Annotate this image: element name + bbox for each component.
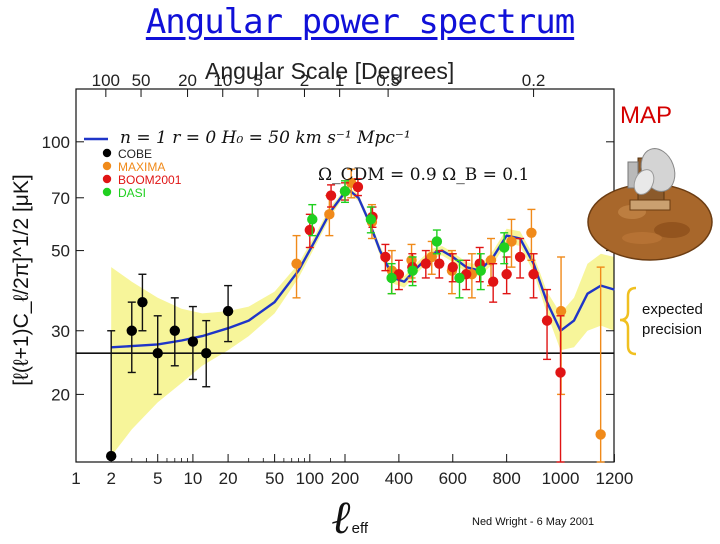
x-tick-label: 10 <box>183 469 202 488</box>
legend-entry: MAXIMA <box>118 160 165 174</box>
data-point <box>105 450 117 462</box>
x-tick-label: 5 <box>153 469 162 488</box>
data-point <box>487 276 499 287</box>
x-tick-label: 1200 <box>595 469 633 488</box>
top-axis-label: Angular Scale [Degrees] <box>205 58 455 84</box>
data-point <box>152 348 163 359</box>
legend-entry: COBE <box>118 147 152 161</box>
y-axis-label: [ℓ(ℓ+1)C_ℓ/2π]^1/2 [μK] <box>10 174 33 385</box>
x-tick-label: 200 <box>331 469 359 488</box>
data-point <box>595 429 606 440</box>
data-point <box>499 242 510 253</box>
data-point <box>291 258 302 269</box>
data-point <box>501 269 512 280</box>
data-point <box>324 209 335 220</box>
slide-title: Angular power spectrum <box>145 2 575 42</box>
x-tick-label: 1000 <box>542 469 580 488</box>
data-point <box>307 214 318 225</box>
data-point <box>514 251 526 263</box>
data-point <box>485 255 497 266</box>
y-tick-label: 100 <box>42 133 70 152</box>
data-point <box>222 305 234 317</box>
data-point <box>526 227 537 239</box>
data-point <box>386 272 397 284</box>
model-annotation-2: Ω_CDM = 0.9 Ω_B = 0.1 <box>318 165 529 185</box>
tick-labels: 1 2 5 10 20 50 100 200 400 600 800 1000 1200 100 50 20 1… <box>42 71 634 488</box>
top-tick-label: 10 <box>213 71 232 90</box>
data-point <box>137 296 148 308</box>
data-point <box>380 251 391 263</box>
x-axis-label: ℓeff <box>332 490 368 544</box>
model-annotation-1: n = 1 r = 0 H₀ = 50 km s⁻¹ Mpc⁻¹ <box>120 128 411 148</box>
data-point <box>407 265 418 276</box>
y-axis-label-text: [ℓ(ℓ+1)C_ℓ/2π]^1/2 [μK] <box>10 174 33 385</box>
data-point <box>420 258 432 269</box>
series-cobe <box>105 273 234 462</box>
precision-brace <box>619 286 637 356</box>
x-tick-label: 1 <box>71 469 80 488</box>
data-point <box>126 325 137 336</box>
x-tick-label: 400 <box>385 469 413 488</box>
legend-entry: BOOM2001 <box>118 173 182 187</box>
top-tick-label: 50 <box>132 71 151 90</box>
axes <box>75 88 615 463</box>
data-point <box>447 261 458 273</box>
data-point <box>187 336 199 347</box>
y-tick-label: 30 <box>51 322 70 341</box>
model-annotations: n = 1 r = 0 H₀ = 50 km s⁻¹ Mpc⁻¹ Ω_CDM = … <box>120 128 529 185</box>
data-point <box>528 269 539 280</box>
expected-line-1: expected <box>642 301 703 318</box>
expected-precision-region <box>111 188 615 457</box>
y-tick-label: 20 <box>51 385 70 404</box>
top-tick-label: 0.5 <box>376 71 400 90</box>
x-tick-label: 600 <box>439 469 467 488</box>
x-axis-label-main: ℓ <box>332 490 352 544</box>
y-tick-label: 50 <box>51 242 70 261</box>
data-point <box>431 236 443 247</box>
series-dasi <box>307 180 510 299</box>
data-point <box>365 214 377 225</box>
top-tick-label: 5 <box>253 71 262 90</box>
legend-marker <box>102 148 112 158</box>
top-tick-label: 2 <box>300 71 309 90</box>
expected-line-2: precision <box>642 321 703 338</box>
top-tick-label: 1 <box>335 71 344 90</box>
data-point <box>506 236 517 247</box>
data-point <box>325 190 337 201</box>
series-boom2001 <box>304 178 566 463</box>
data-point <box>555 305 567 317</box>
data-point <box>304 224 316 236</box>
top-tick-label: 20 <box>178 71 197 90</box>
data-point <box>541 315 553 326</box>
x-tick-label: 50 <box>265 469 284 488</box>
credit-text: Ned Wright - 6 May 2001 <box>472 516 595 528</box>
data-point <box>475 265 486 276</box>
x-tick-label: 800 <box>492 469 520 488</box>
legend-marker <box>102 161 112 171</box>
x-tick-label: 20 <box>219 469 238 488</box>
legend-entry: DASI <box>118 186 146 200</box>
x-axis-label-sub: eff <box>351 520 369 537</box>
legend-marker <box>102 174 112 184</box>
expected-precision-label: expected precision <box>642 300 703 340</box>
expected-precision-band <box>111 188 615 457</box>
map-label: MAP <box>620 102 673 129</box>
data-point <box>201 348 212 359</box>
data-point <box>434 258 445 269</box>
x-tick-label: 2 <box>106 469 115 488</box>
top-tick-label: 0.2 <box>522 71 546 90</box>
data-point <box>555 367 566 378</box>
legend-marker <box>102 187 112 197</box>
map-satellite-image <box>587 148 713 261</box>
data-points <box>105 168 606 463</box>
top-tick-label: 100 <box>92 71 120 90</box>
data-point <box>454 272 465 284</box>
data-point <box>339 185 351 197</box>
data-point <box>169 325 180 336</box>
y-tick-label: 70 <box>51 189 70 208</box>
x-tick-label: 100 <box>296 469 324 488</box>
data-point <box>352 181 364 193</box>
